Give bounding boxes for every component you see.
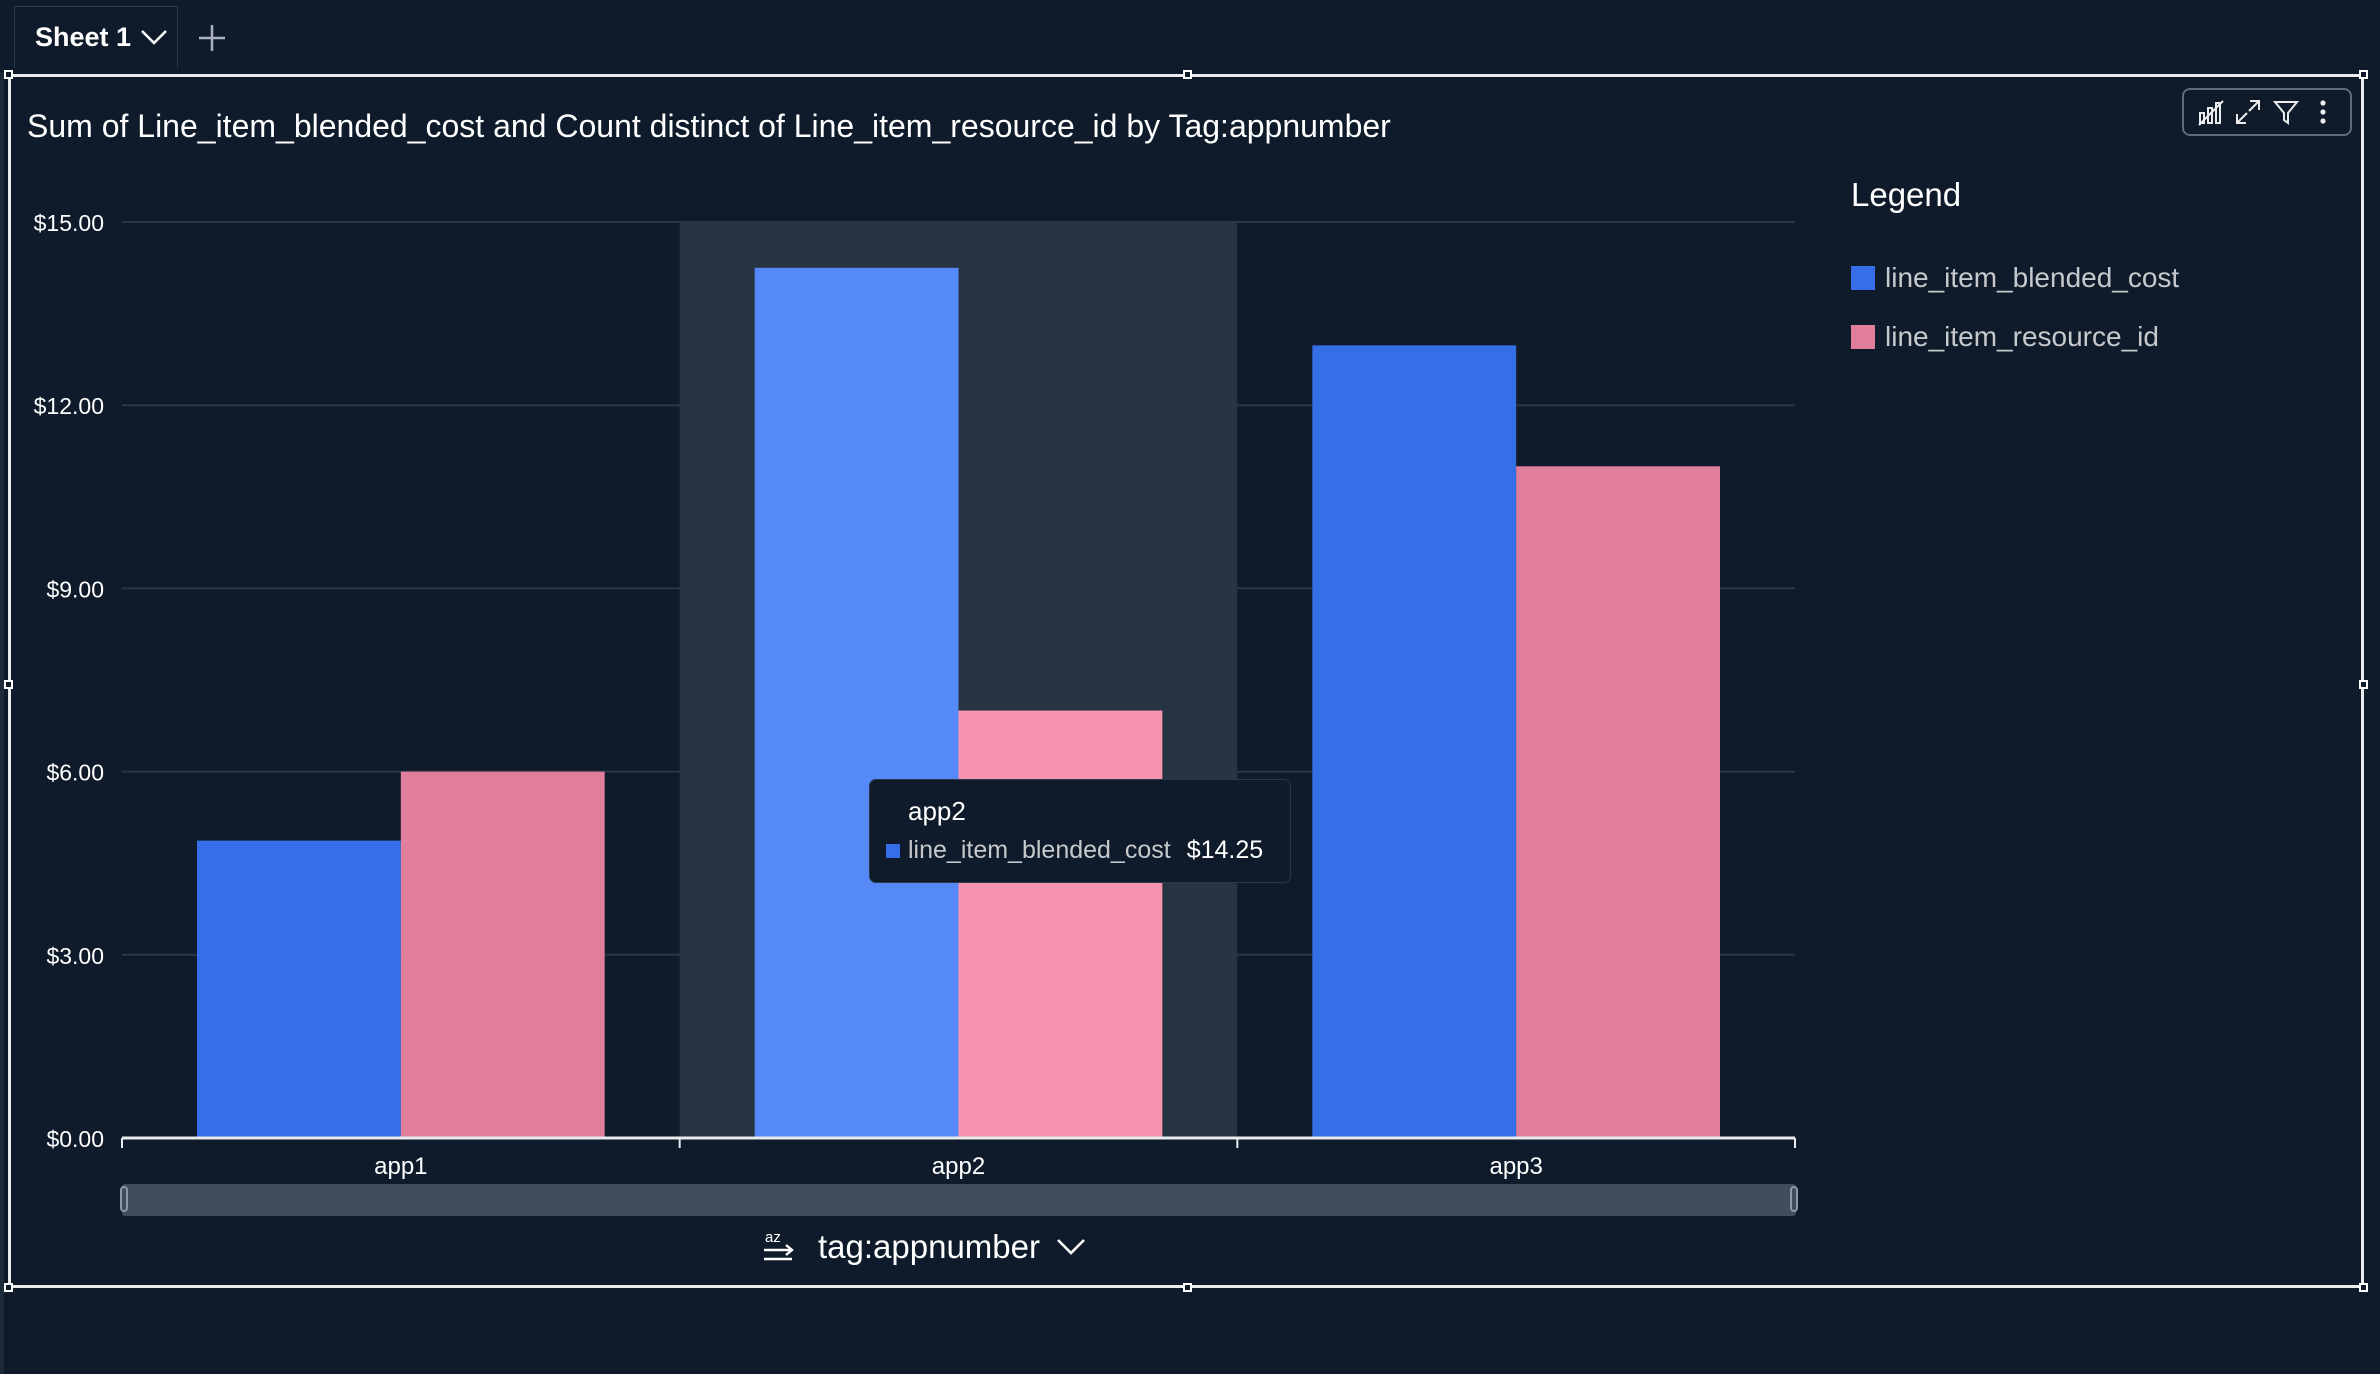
visual-toolbar xyxy=(2182,88,2352,136)
y-tick-label: $12.00 xyxy=(34,393,104,419)
tooltip-row: line_item_blended_cost $14.25 xyxy=(886,836,1263,865)
resize-handle[interactable] xyxy=(2359,680,2368,689)
tooltip-swatch xyxy=(886,843,900,858)
legend-swatch xyxy=(1851,266,1875,290)
legend-title: Legend xyxy=(1851,176,1962,213)
resize-handle[interactable] xyxy=(4,1283,13,1292)
resize-handle[interactable] xyxy=(2359,70,2368,79)
y-tick-label: $15.00 xyxy=(34,210,104,236)
bar[interactable] xyxy=(1516,466,1720,1138)
add-sheet-icon[interactable] xyxy=(190,20,234,56)
chart-tooltip: app2 line_item_blended_cost $14.25 xyxy=(870,780,1290,882)
bar[interactable] xyxy=(754,267,959,1138)
x-axis-field[interactable]: az tag:appnumber xyxy=(762,1224,1088,1270)
chevron-down-icon[interactable] xyxy=(1054,1232,1088,1262)
legend-item-resource-id[interactable]: line_item_resource_id xyxy=(1851,321,2159,353)
x-tick-label: app3 xyxy=(1489,1153,1542,1180)
bar[interactable] xyxy=(958,710,1163,1138)
scroll-handle-right[interactable] xyxy=(1790,1186,1798,1212)
bar[interactable] xyxy=(400,771,605,1138)
left-edge xyxy=(0,72,4,1374)
chevron-down-icon[interactable] xyxy=(139,25,169,49)
resize-handle[interactable] xyxy=(4,70,13,79)
tab-sheet-1[interactable]: Sheet 1 xyxy=(14,6,178,68)
legend-item-label: line_item_resource_id xyxy=(1885,321,2159,352)
legend-item-blended-cost[interactable]: line_item_blended_cost xyxy=(1851,262,2179,294)
scroll-handle-left[interactable] xyxy=(120,1186,128,1212)
x-tick-label: app2 xyxy=(932,1153,985,1180)
svg-text:az: az xyxy=(765,1229,781,1246)
more-options-icon[interactable] xyxy=(2307,96,2339,128)
resize-handle[interactable] xyxy=(2359,1283,2368,1292)
sort-az-icon[interactable]: az xyxy=(762,1228,796,1266)
tooltip-category: app2 xyxy=(908,796,966,826)
tooltip-value: $14.25 xyxy=(1186,836,1264,864)
legend-swatch xyxy=(1851,325,1875,349)
sheet-tab-label: Sheet 1 xyxy=(35,22,132,52)
bar-chart: $0.00 $3.00 $6.00 $9.00 $12.00 $15.00 app1 app2… xyxy=(34,210,1796,1180)
sheet-tab-bar: Sheet 1 xyxy=(0,0,2380,72)
y-tick-label: $3.00 xyxy=(46,943,104,969)
resize-handle[interactable] xyxy=(4,680,13,689)
y-tick-label: $9.00 xyxy=(46,576,104,602)
legend-item-label: line_item_blended_cost xyxy=(1885,262,2180,293)
tooltip-series-name: line_item_blended_cost xyxy=(908,836,1171,864)
y-tick-label: $6.00 xyxy=(46,760,104,786)
x-axis-scrollbar[interactable] xyxy=(120,1184,1798,1216)
resize-handle[interactable] xyxy=(1183,1283,1192,1292)
x-axis-field-label: tag:appnumber xyxy=(818,1228,1040,1265)
bar[interactable] xyxy=(1312,345,1517,1138)
visual-title: Sum of Line_item_blended_cost and Count … xyxy=(27,108,1391,144)
y-tick-label: $0.00 xyxy=(46,1126,104,1152)
chart-type-icon[interactable] xyxy=(2195,96,2227,128)
filter-icon[interactable] xyxy=(2270,96,2302,128)
x-tick-label: app1 xyxy=(374,1153,427,1180)
bar[interactable] xyxy=(197,840,401,1138)
expand-icon[interactable] xyxy=(2232,96,2264,128)
resize-handle[interactable] xyxy=(1183,70,1192,79)
